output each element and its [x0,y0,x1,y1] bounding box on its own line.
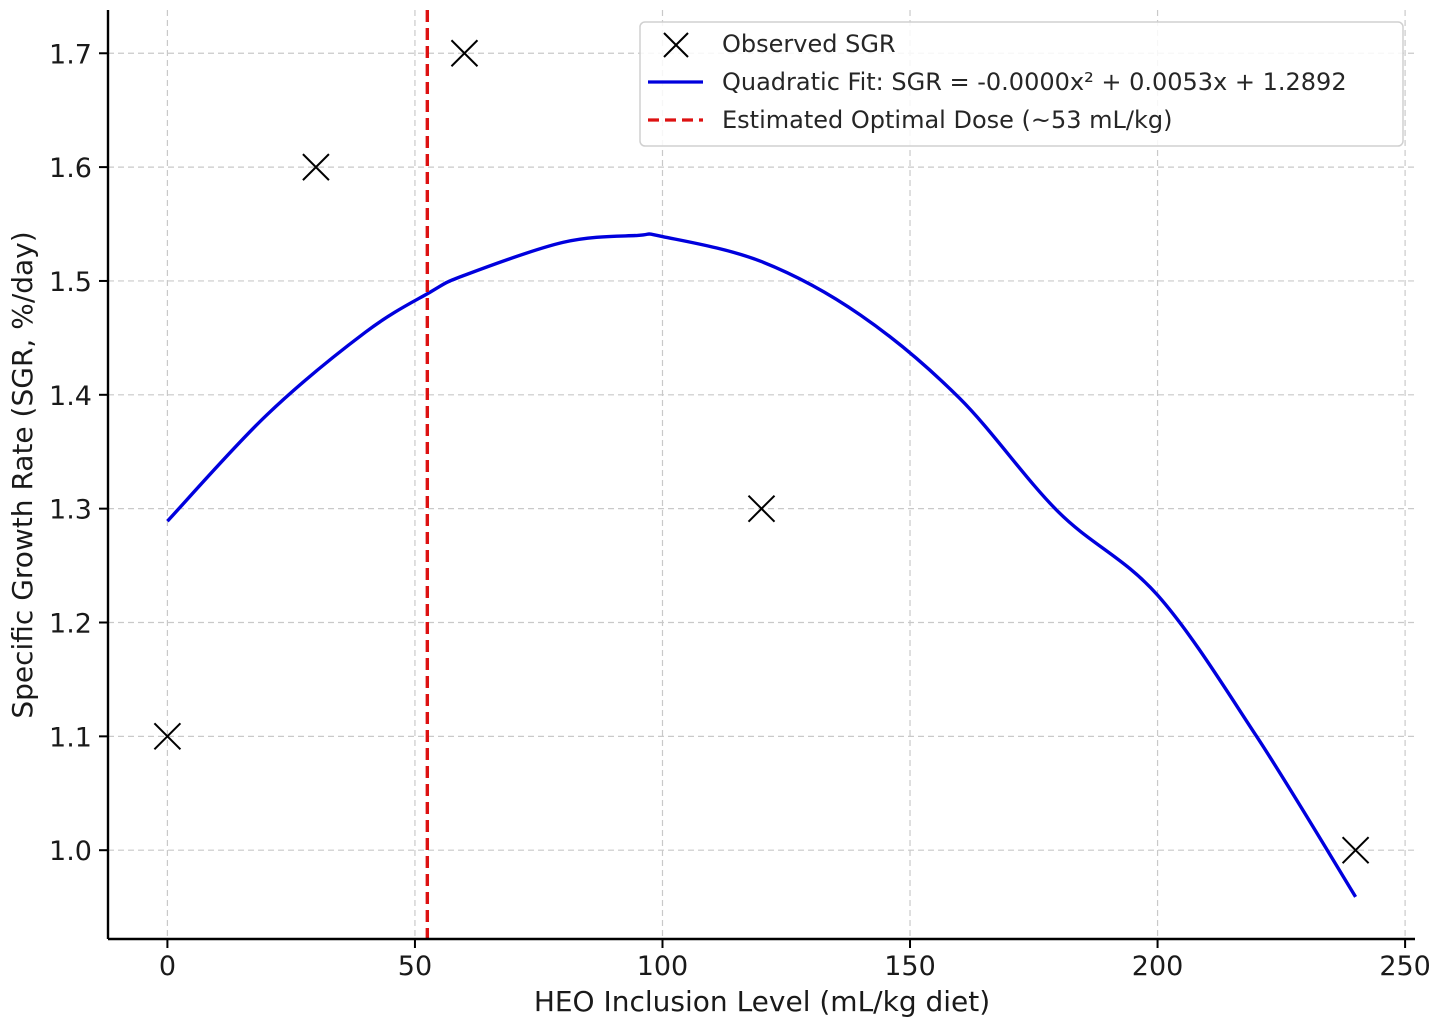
grid-lines [108,10,1415,939]
legend-label-observed: Observed SGR [722,30,896,58]
x-tick-label: 200 [1132,951,1184,982]
y-tick-label: 1.0 [49,836,92,867]
x-tick-label: 0 [159,951,176,982]
legend-label-optimal: Estimated Optimal Dose (~53 mL/kg) [722,106,1173,134]
y-tick-label: 1.5 [49,267,92,298]
axes [106,10,1415,941]
y-axis-label: Specific Growth Rate (SGR, %/day) [6,231,39,718]
legend-label-fit: Quadratic Fit: SGR = -0.0000x² + 0.0053x… [722,68,1347,96]
legend-marker-observed [663,32,689,58]
y-tick-label: 1.3 [49,495,92,526]
fit-curve-line [166,232,1358,898]
y-tick-label: 1.6 [49,153,92,184]
observed-point [747,494,776,523]
y-tick-label: 1.7 [49,39,92,70]
plot-area [153,10,1370,939]
y-tick-label: 1.2 [49,609,92,640]
observed-point [302,153,330,181]
observed-point [153,722,182,751]
tick-labels: 0 50 100 150 200 250 1.0 1.1 1.2 1.3 1.4 1.5 1.6 1.7 [49,39,1431,982]
x-axis-label: HEO Inclusion Level (mL/kg diet) [534,985,990,1018]
legend: Observed SGR Quadratic Fit: SGR = -0.000… [639,21,1404,147]
x-tick-label: 150 [884,951,936,982]
y-tick-label: 1.4 [49,381,92,412]
x-tick-label: 250 [1379,951,1431,982]
y-tick-label: 1.1 [49,722,92,753]
x-tick-label: 50 [398,951,432,982]
observed-point [450,39,479,67]
observed-point [1341,836,1370,864]
legend-box [639,21,1404,147]
x-tick-label: 100 [637,951,689,982]
